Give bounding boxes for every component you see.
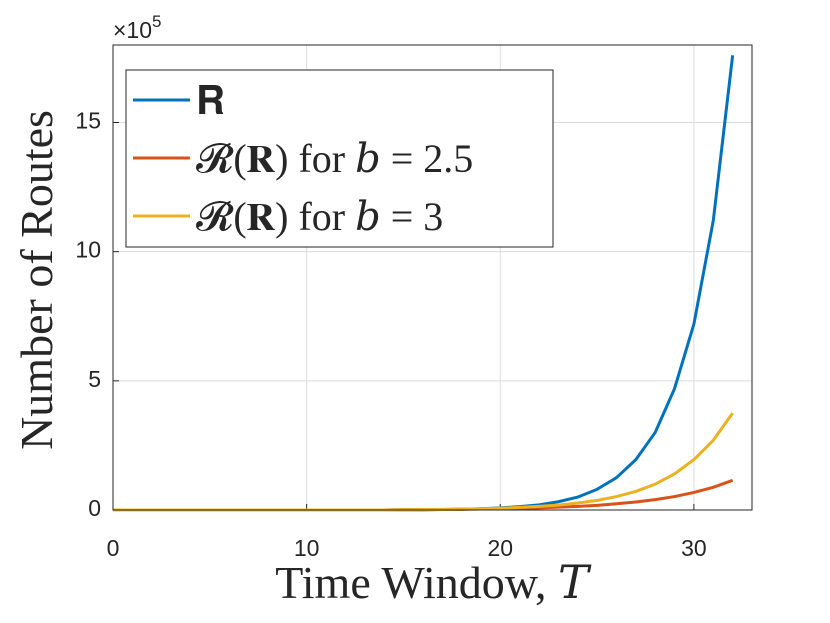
y-multiplier: ×105 <box>113 12 161 43</box>
legend-label: 𝓡(𝐑) for 𝑏 = 3 <box>196 194 443 239</box>
y-multiplier-exponent: 5 <box>152 12 161 31</box>
legend-label: 𝓡(𝐑) for 𝑏 = 2.5 <box>196 136 473 181</box>
x-tick-label: 20 <box>487 535 513 561</box>
y-tick-label: 10 <box>75 237 101 263</box>
y-tick-label: 5 <box>88 366 101 392</box>
y-tick-label: 0 <box>88 495 101 521</box>
x-axis-label: Time Window, 𝑇 <box>275 557 592 608</box>
y-multiplier-base: ×10 <box>113 17 152 43</box>
x-tick-label: 30 <box>681 535 707 561</box>
legend: 𝐑 𝓡(𝐑) for 𝑏 = 2.5 𝓡(𝐑) for 𝑏 = 3 <box>125 69 554 248</box>
y-tick-label: 15 <box>75 108 101 134</box>
legend-box <box>125 69 554 248</box>
y-axis-label: Number of Routes <box>11 110 62 450</box>
axes-box <box>112 44 753 511</box>
x-tick-label: 0 <box>107 535 120 561</box>
x-tick-label: 10 <box>294 535 320 561</box>
legend-label: 𝐑 <box>196 78 225 123</box>
